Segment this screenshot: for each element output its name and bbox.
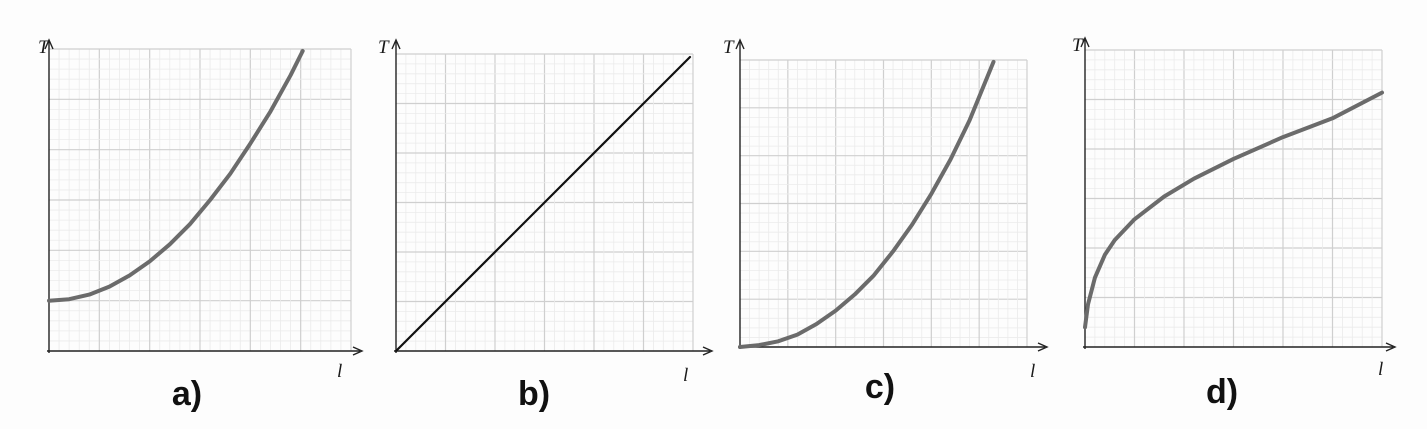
x-axis-arrow: [702, 346, 714, 356]
y-axis-arrow: [735, 38, 745, 50]
grid: [49, 48, 352, 351]
x-axis-label: l: [337, 361, 342, 382]
x-axis-label: l: [1030, 361, 1035, 382]
y-axis-label: T: [378, 37, 390, 58]
series-line: [47, 49, 305, 303]
series-line: [738, 59, 996, 349]
chart-panel-b: Tl b): [378, 37, 714, 413]
series-line: [1083, 90, 1384, 330]
series-line: [394, 55, 692, 353]
chart-panel-c: Tl c): [723, 37, 1049, 406]
x-axis-arrow: [1385, 342, 1397, 352]
y-axis-label: T: [723, 37, 735, 58]
grid: [1085, 49, 1383, 347]
panel-label: b): [518, 375, 550, 413]
grid: [396, 53, 694, 351]
chart-panel-d: Tl d): [1072, 35, 1397, 411]
y-axis-arrow: [391, 38, 401, 50]
panel-label: a): [172, 375, 202, 413]
panel-label: c): [865, 368, 895, 406]
grid: [740, 59, 1028, 347]
x-axis-label: l: [683, 365, 688, 386]
chart-panel-a: Tl a): [38, 37, 364, 413]
x-axis-arrow: [352, 346, 364, 356]
x-axis-label: l: [1378, 359, 1383, 380]
panel-label: d): [1206, 373, 1238, 411]
y-axis-label: T: [1072, 35, 1084, 56]
x-axis-arrow: [1037, 342, 1049, 352]
y-axis-arrow: [1080, 36, 1090, 48]
y-axis-label: T: [38, 37, 50, 58]
y-axis-arrow: [44, 38, 54, 50]
